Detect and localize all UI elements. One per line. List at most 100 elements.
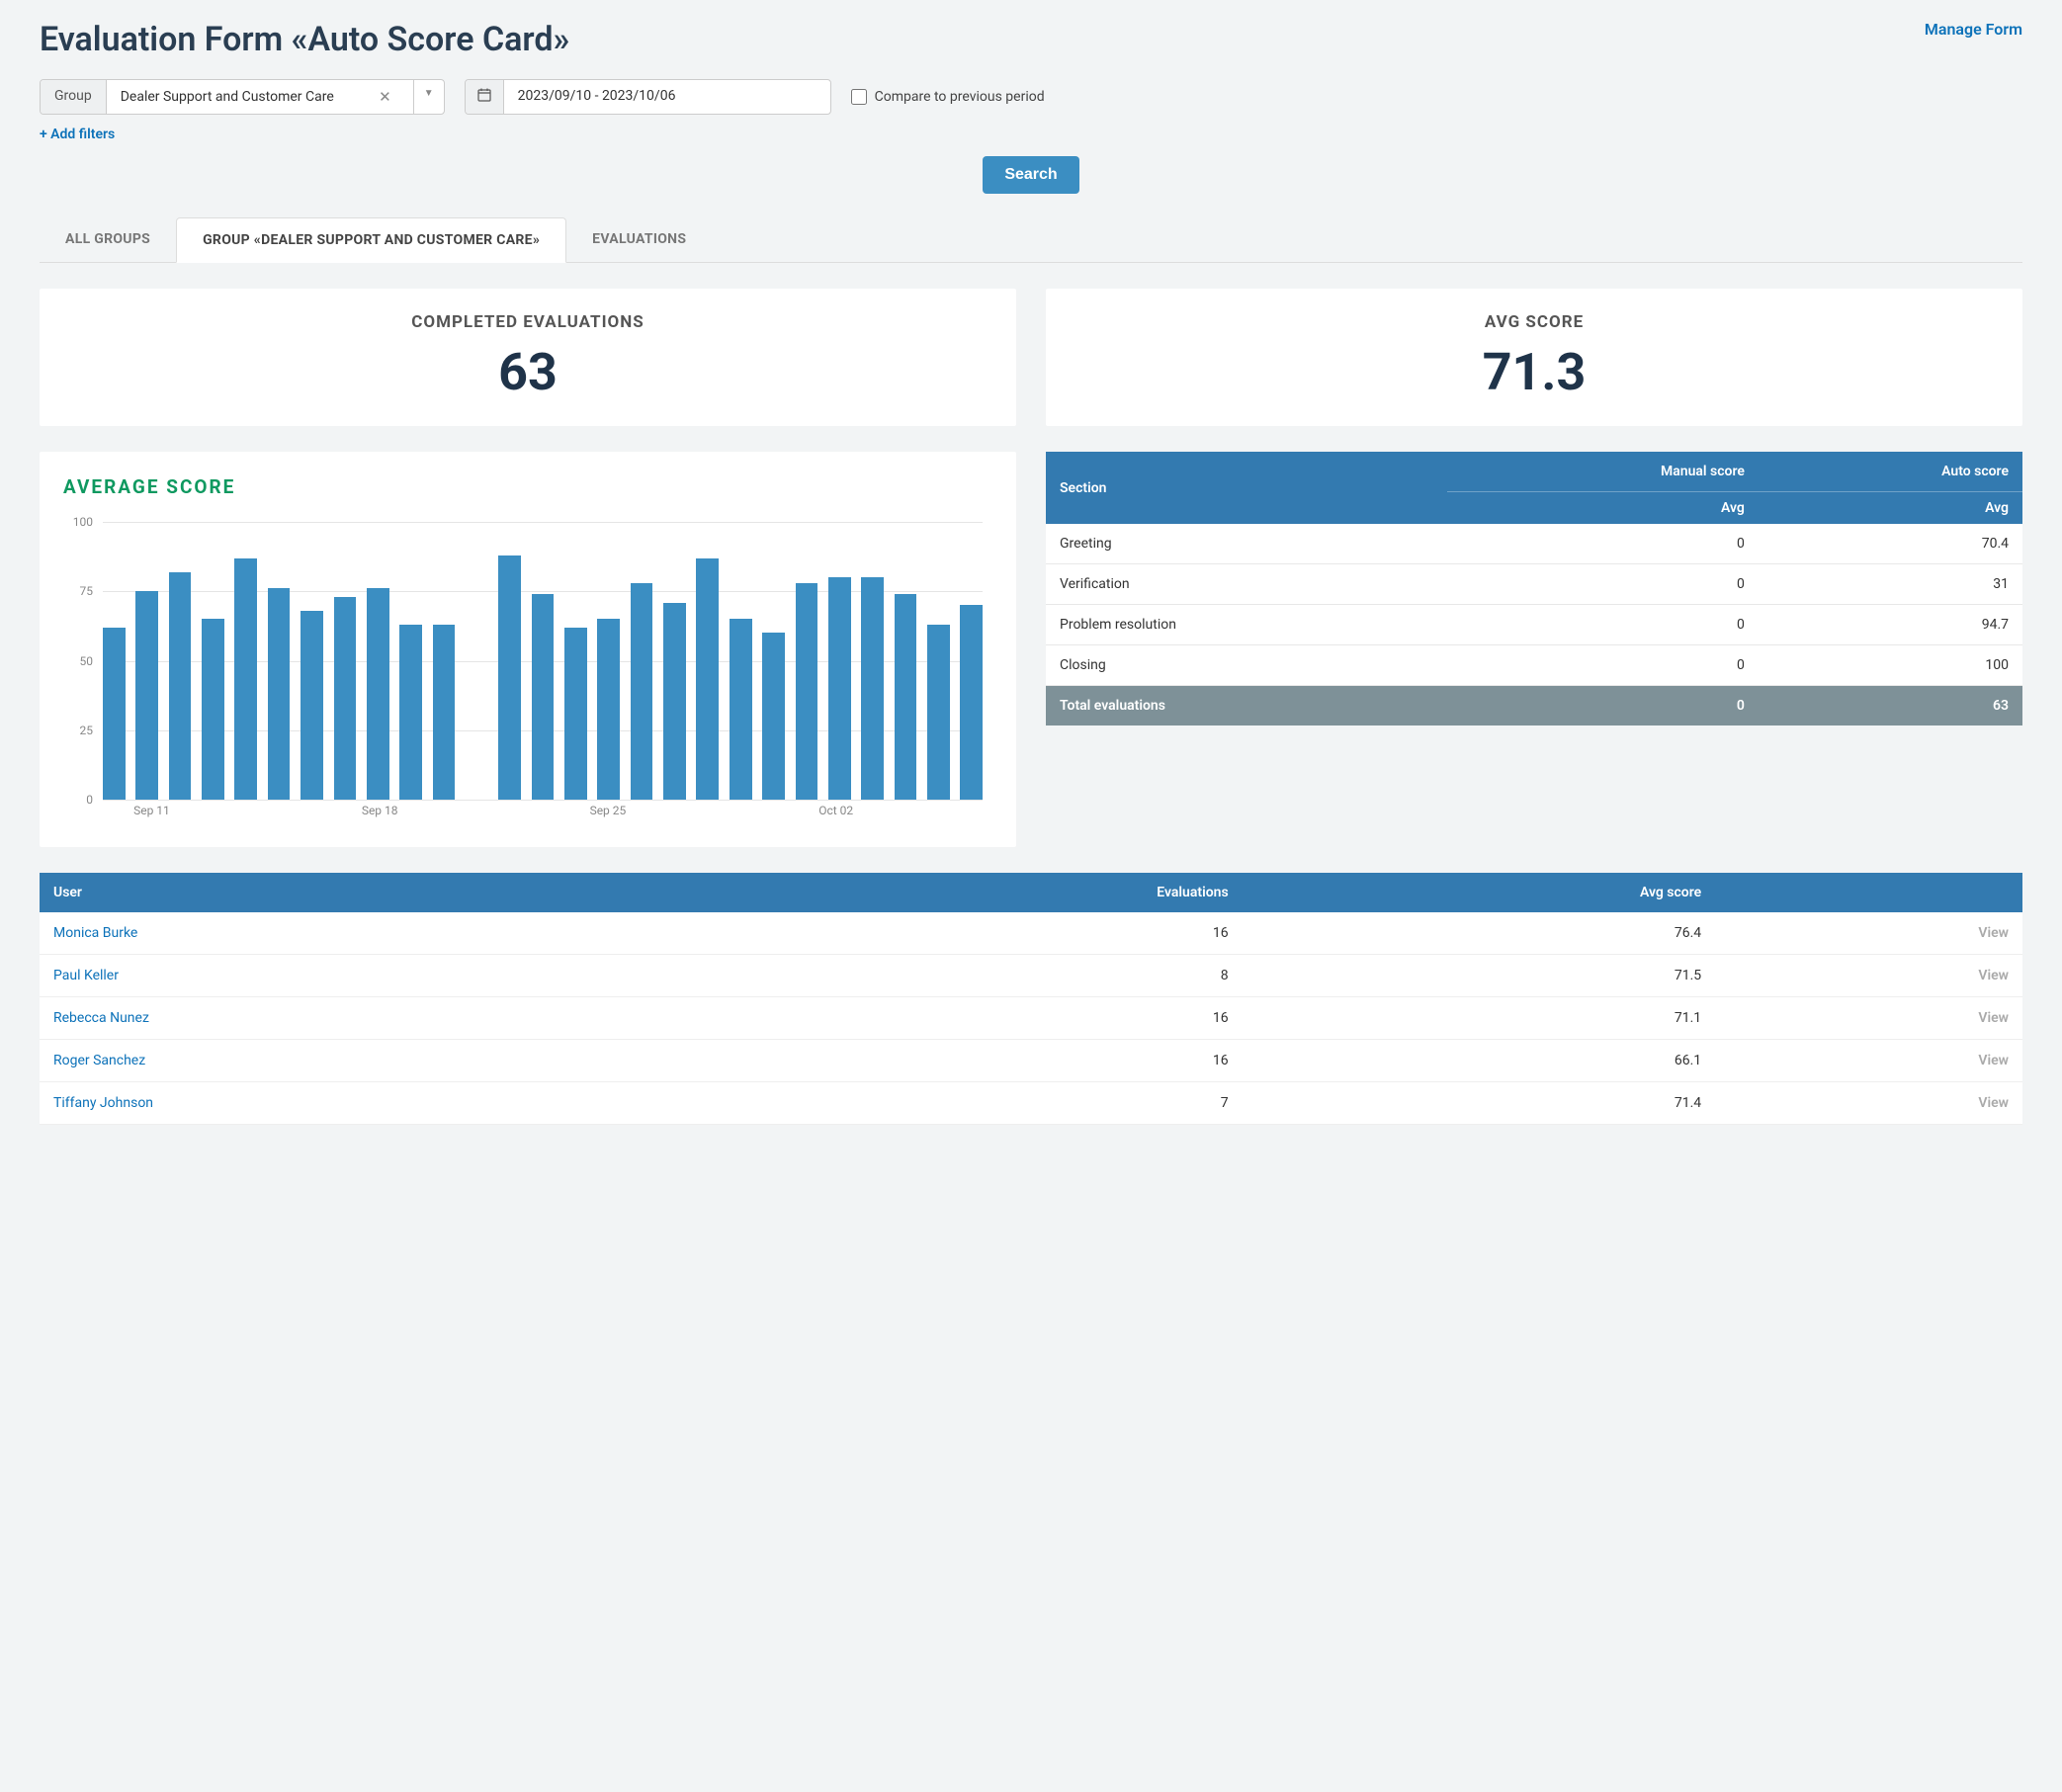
chart-bar xyxy=(663,603,686,801)
kpi-avg-label: AVG SCORE xyxy=(1070,312,1999,332)
section-auto: 94.7 xyxy=(1759,605,2022,645)
sections-col-manual: Manual score xyxy=(1447,452,1758,492)
x-tick: Sep 11 xyxy=(133,804,170,817)
x-tick: Sep 25 xyxy=(590,804,627,817)
kpi-completed-value: 63 xyxy=(63,342,992,402)
tab-evaluations[interactable]: EVALUATIONS xyxy=(566,217,712,262)
date-filter: 2023/09/10 - 2023/10/06 xyxy=(465,79,831,115)
section-manual: 0 xyxy=(1447,605,1758,645)
section-manual: 0 xyxy=(1447,645,1758,686)
table-row: Closing0100 xyxy=(1046,645,2022,686)
chart-bar xyxy=(796,583,818,800)
view-link[interactable]: View xyxy=(1978,1010,2009,1026)
add-filters-link[interactable]: + Add filters xyxy=(40,127,115,142)
chart-bar xyxy=(960,605,983,800)
chart-bar xyxy=(828,577,851,800)
chart-bar xyxy=(433,625,456,800)
y-tick: 0 xyxy=(86,793,93,807)
kpi-avg: AVG SCORE 71.3 xyxy=(1046,289,2022,426)
user-link[interactable]: Paul Keller xyxy=(53,968,119,983)
y-tick: 25 xyxy=(80,724,94,737)
chart-bar xyxy=(202,619,224,800)
user-link[interactable]: Tiffany Johnson xyxy=(53,1095,153,1111)
sections-col-section: Section xyxy=(1046,452,1447,524)
section-auto: 31 xyxy=(1759,564,2022,605)
table-row: Rebecca Nunez1671.1View xyxy=(40,997,2022,1040)
tab-all-groups[interactable]: ALL GROUPS xyxy=(40,217,176,262)
user-evals: 16 xyxy=(716,997,1242,1040)
chart-bar xyxy=(762,633,785,800)
chart-bar xyxy=(927,625,950,800)
table-row: Greeting070.4 xyxy=(1046,524,2022,564)
chart-bar xyxy=(861,577,884,800)
kpi-completed-label: COMPLETED EVALUATIONS xyxy=(63,312,992,332)
section-name: Problem resolution xyxy=(1046,605,1447,645)
user-score: 76.4 xyxy=(1243,912,1716,955)
chart-bar xyxy=(730,619,752,800)
clear-icon[interactable]: ✕ xyxy=(371,88,399,106)
view-link[interactable]: View xyxy=(1978,925,2009,941)
group-filter-text: Dealer Support and Customer Care xyxy=(121,89,334,105)
sections-table-wrap: Section Manual score Auto score Avg Avg … xyxy=(1046,452,2022,847)
chart-bar xyxy=(268,588,291,800)
chart-bar xyxy=(334,597,357,800)
kpi-completed: COMPLETED EVALUATIONS 63 xyxy=(40,289,1016,426)
date-range-input[interactable]: 2023/09/10 - 2023/10/06 xyxy=(504,80,830,114)
y-tick: 100 xyxy=(73,515,93,529)
tab-group[interactable]: GROUP «DEALER SUPPORT AND CUSTOMER CARE» xyxy=(176,217,566,263)
user-link[interactable]: Roger Sanchez xyxy=(53,1053,145,1068)
view-link[interactable]: View xyxy=(1978,1053,2009,1068)
chart-bar xyxy=(301,611,323,800)
y-tick: 75 xyxy=(80,584,94,598)
section-manual: 0 xyxy=(1447,524,1758,564)
manage-form-link[interactable]: Manage Form xyxy=(1925,20,2022,39)
table-row: Verification031 xyxy=(1046,564,2022,605)
table-row: Roger Sanchez 1666.1 View xyxy=(40,1040,2022,1082)
chart-bar xyxy=(597,619,620,800)
user-evals: 16 xyxy=(716,912,1242,955)
users-col-score: Avg score xyxy=(1243,873,1716,912)
chart-bar xyxy=(696,558,719,800)
table-row: Paul Keller871.5View xyxy=(40,955,2022,997)
chevron-down-icon[interactable]: ▼ xyxy=(413,80,444,114)
user-link[interactable]: Monica Burke xyxy=(53,925,137,941)
search-button[interactable]: Search xyxy=(983,156,1078,194)
chart-bar xyxy=(103,628,126,800)
compare-checkbox-wrap[interactable]: Compare to previous period xyxy=(851,89,1045,105)
chart-bar xyxy=(234,558,257,800)
table-row-total: Total evaluations063 xyxy=(1046,686,2022,726)
x-tick: Sep 18 xyxy=(362,804,398,817)
section-name: Greeting xyxy=(1046,524,1447,564)
user-score: 66.1 xyxy=(1243,1040,1716,1082)
y-tick: 50 xyxy=(80,654,94,668)
section-auto: 70.4 xyxy=(1759,524,2022,564)
chart-title: AVERAGE SCORE xyxy=(63,475,992,498)
chart-bar xyxy=(399,625,422,800)
table-row: Monica Burke 1676.4 View xyxy=(40,912,2022,955)
tabs: ALL GROUPS GROUP «DEALER SUPPORT AND CUS… xyxy=(40,217,2022,263)
view-link[interactable]: View xyxy=(1978,968,2009,983)
sections-col-auto: Auto score xyxy=(1759,452,2022,492)
user-link[interactable]: Rebecca Nunez xyxy=(53,1010,149,1026)
users-col-action xyxy=(1715,873,2022,912)
avg-score-chart-card: AVERAGE SCORE 0 25 50 75 100 Sep 11 Sep 18 Sep… xyxy=(40,452,1016,847)
table-row: Problem resolution094.7 xyxy=(1046,605,2022,645)
user-evals: 7 xyxy=(716,1082,1242,1125)
chart-bar xyxy=(631,583,653,800)
compare-checkbox[interactable] xyxy=(851,89,867,105)
chart-bar xyxy=(532,594,555,800)
group-filter-value[interactable]: Dealer Support and Customer Care ✕ xyxy=(107,80,413,114)
chart-bar xyxy=(169,572,192,800)
chart-area: 0255075100 Sep 11Sep 18Sep 25Oct 02 xyxy=(103,522,983,823)
group-filter: Group Dealer Support and Customer Care ✕… xyxy=(40,79,445,115)
table-row: Tiffany Johnson771.4View xyxy=(40,1082,2022,1125)
sections-col-manual-avg: Avg xyxy=(1447,492,1758,525)
section-manual: 0 xyxy=(1447,564,1758,605)
section-name: Closing xyxy=(1046,645,1447,686)
calendar-icon[interactable] xyxy=(466,80,504,114)
section-auto: 100 xyxy=(1759,645,2022,686)
view-link[interactable]: View xyxy=(1978,1095,2009,1111)
chart-bar xyxy=(895,594,917,800)
user-evals: 8 xyxy=(716,955,1242,997)
user-evals: 16 xyxy=(716,1040,1242,1082)
